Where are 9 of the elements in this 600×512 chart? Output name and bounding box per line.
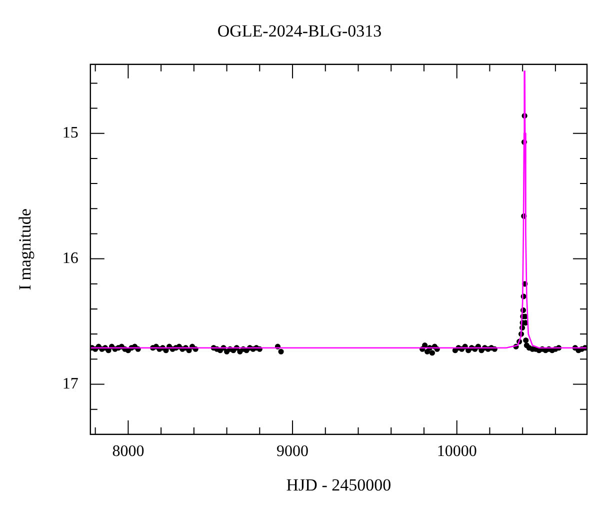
x-tick-label: 8000: [112, 443, 144, 460]
x-axis-title: HJD - 2450000: [286, 475, 392, 494]
x-tick-label: 10000: [436, 443, 477, 460]
y-tick-label: 17: [62, 375, 78, 392]
x-tick-label: 9000: [276, 443, 309, 460]
y-axis-title: I magnitude: [16, 208, 35, 290]
y-tick-label: 16: [62, 250, 78, 268]
y-tick-label: 15: [62, 124, 78, 142]
chart-title: OGLE-2024-BLG-0313: [217, 22, 382, 41]
